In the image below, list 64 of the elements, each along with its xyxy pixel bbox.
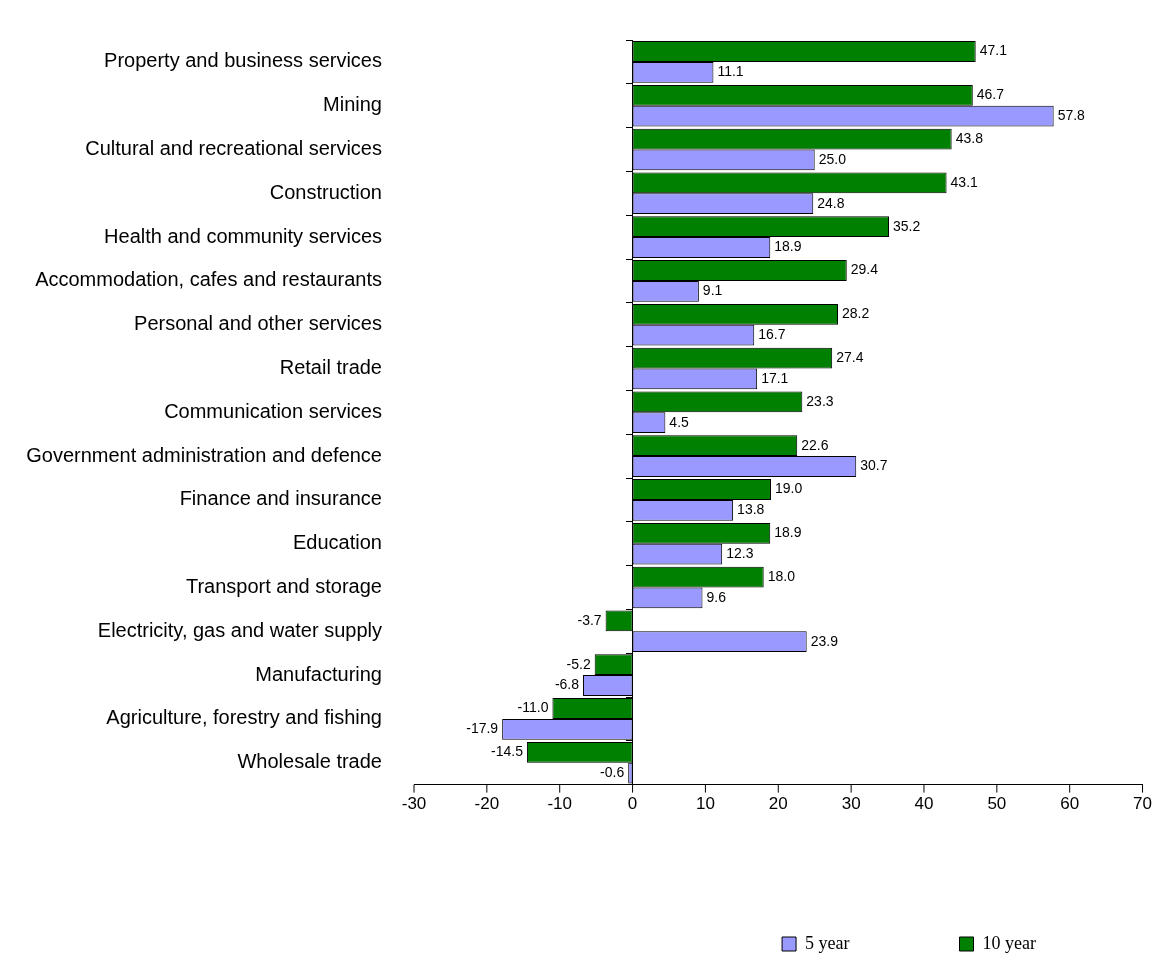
y-tick-label: Retail trade: [279, 356, 382, 379]
data-label: 29.4: [850, 261, 879, 278]
y-tick-label: Electricity, gas and water supply: [97, 618, 382, 641]
x-tick-label: -20: [474, 794, 500, 814]
x-tick-label: 60: [1060, 794, 1080, 814]
y-tick-label: Finance and insurance: [179, 487, 382, 510]
data-label: 27.4: [836, 348, 864, 365]
data-label: 11.1: [717, 63, 744, 80]
legend-label: 5 year: [805, 932, 850, 953]
data-label: -6.8: [554, 676, 580, 693]
data-label: 17.1: [761, 369, 789, 386]
data-label: 19.0: [774, 480, 803, 497]
data-label: 23.3: [806, 392, 834, 409]
data-label: 24.8: [817, 194, 845, 211]
data-label: -14.5: [491, 743, 524, 760]
data-label: 9.6: [706, 588, 727, 605]
data-label: 18.9: [774, 238, 802, 255]
x-tick-label: 40: [914, 794, 934, 814]
y-tick-label: Property and business services: [104, 49, 382, 72]
data-label: 43.8: [955, 129, 984, 146]
y-tick-label: Agriculture, forestry and fishing: [106, 706, 382, 729]
data-label: 13.8: [737, 501, 765, 518]
y-tick-label: Construction: [269, 180, 382, 203]
data-label: 47.1: [979, 42, 1008, 59]
y-tick-label: Manufacturing: [255, 662, 382, 685]
y-tick-label: Education: [293, 531, 382, 554]
y-tick-label: Cultural and recreational services: [85, 137, 382, 160]
data-label: 9.1: [702, 282, 723, 299]
data-label: 18.0: [767, 567, 796, 584]
x-tick-label: 50: [987, 794, 1007, 814]
x-tick-label: -10: [547, 794, 572, 814]
y-tick-label: Communication services: [164, 399, 382, 422]
data-label: 30.7: [860, 457, 888, 474]
data-label: -3.7: [577, 611, 602, 628]
data-label: 12.3: [726, 544, 754, 561]
y-tick-label: Accommodation, cafes and restaurants: [35, 268, 382, 291]
data-label: 28.2: [842, 305, 870, 322]
data-label: 23.9: [810, 632, 839, 649]
y-tick-label: Health and community services: [104, 224, 382, 247]
x-tick-label: 70: [1133, 794, 1153, 814]
y-tick-label: Government administration and defence: [26, 443, 382, 466]
data-label: 43.1: [950, 173, 979, 190]
legend-label: 10 year: [982, 932, 1037, 953]
data-label: 4.5: [669, 413, 690, 430]
data-label: -0.6: [600, 763, 625, 780]
y-tick-label: Personal and other services: [134, 312, 382, 335]
data-label: -11.0: [517, 699, 549, 716]
y-tick-label: Transport and storage: [185, 575, 382, 598]
data-label: 22.6: [801, 436, 829, 453]
data-label: 25.0: [818, 150, 847, 167]
x-tick-label: -30: [401, 794, 427, 814]
data-label: 46.7: [976, 86, 1005, 103]
x-tick-label: 30: [841, 794, 861, 814]
x-tick-label: 0: [627, 794, 638, 814]
data-label: 57.8: [1057, 106, 1086, 123]
x-tick-label: 10: [695, 794, 715, 814]
data-label: -17.9: [466, 720, 499, 737]
data-label: 16.7: [758, 325, 786, 342]
data-label: -5.2: [566, 655, 591, 672]
x-tick-label: 20: [768, 794, 788, 814]
y-tick-label: Wholesale trade: [237, 750, 382, 773]
data-label: 18.9: [774, 524, 802, 541]
y-tick-label: Mining: [323, 93, 382, 116]
data-label: 35.2: [893, 217, 921, 234]
